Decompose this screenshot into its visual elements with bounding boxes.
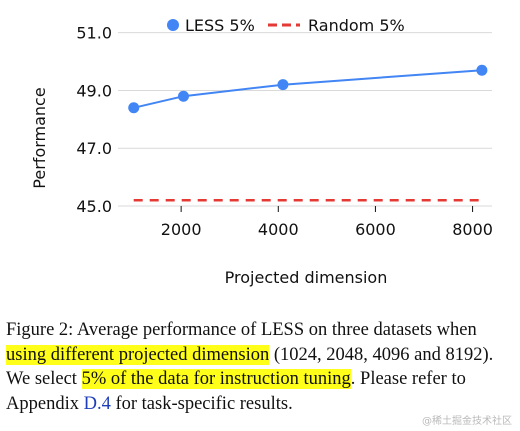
x-axis-label: Projected dimension [225, 268, 388, 287]
appendix-link[interactable]: D.4 [83, 393, 111, 414]
line-chart: 45.0 47.0 49.0 51.0 2000 4000 6000 8000 LESS 5… [30, 16, 493, 287]
data-point [476, 64, 488, 76]
plot-series [128, 64, 488, 202]
gridlines [118, 32, 492, 207]
x-tick-label: 2000 [161, 220, 202, 239]
highlighted-text: 5% of the data for instruction tuning [81, 369, 351, 389]
caption-text: . Please refer to Appendix [6, 369, 466, 414]
y-tick-label: 51.0 [76, 24, 112, 43]
series-line [133, 69, 482, 109]
y-tick-label: 45.0 [76, 197, 112, 216]
x-axis-ticks: 2000 4000 6000 8000 [161, 206, 493, 239]
x-tick-label: 4000 [258, 220, 299, 239]
highlighted-text: using different projected dimension [6, 344, 270, 365]
y-tick-label: 47.0 [76, 139, 112, 158]
caption-text: Figure 2: Average performance of LESS on… [6, 320, 477, 340]
legend-label: LESS 5% [185, 16, 255, 35]
data-point [277, 79, 289, 91]
x-tick-label: 8000 [452, 220, 493, 239]
data-point [177, 90, 189, 102]
y-tick-label: 49.0 [76, 81, 112, 100]
figure-caption: Figure 2: Average performance of LESS on… [6, 318, 514, 416]
y-axis-ticks: 45.0 47.0 49.0 51.0 [76, 24, 112, 216]
legend-label: Random 5% [308, 16, 405, 35]
watermark: @稀土掘金技术社区 [422, 416, 512, 427]
y-axis-label: Performance [30, 87, 49, 188]
caption-text: (1024, 2048, 4096 and 8192). We select [6, 344, 494, 390]
legend-marker-circle [167, 19, 179, 31]
caption-text: for task-specific results. [110, 393, 293, 414]
data-point [128, 102, 140, 114]
legend: LESS 5% Random 5% [167, 16, 405, 35]
x-tick-label: 6000 [355, 220, 396, 239]
